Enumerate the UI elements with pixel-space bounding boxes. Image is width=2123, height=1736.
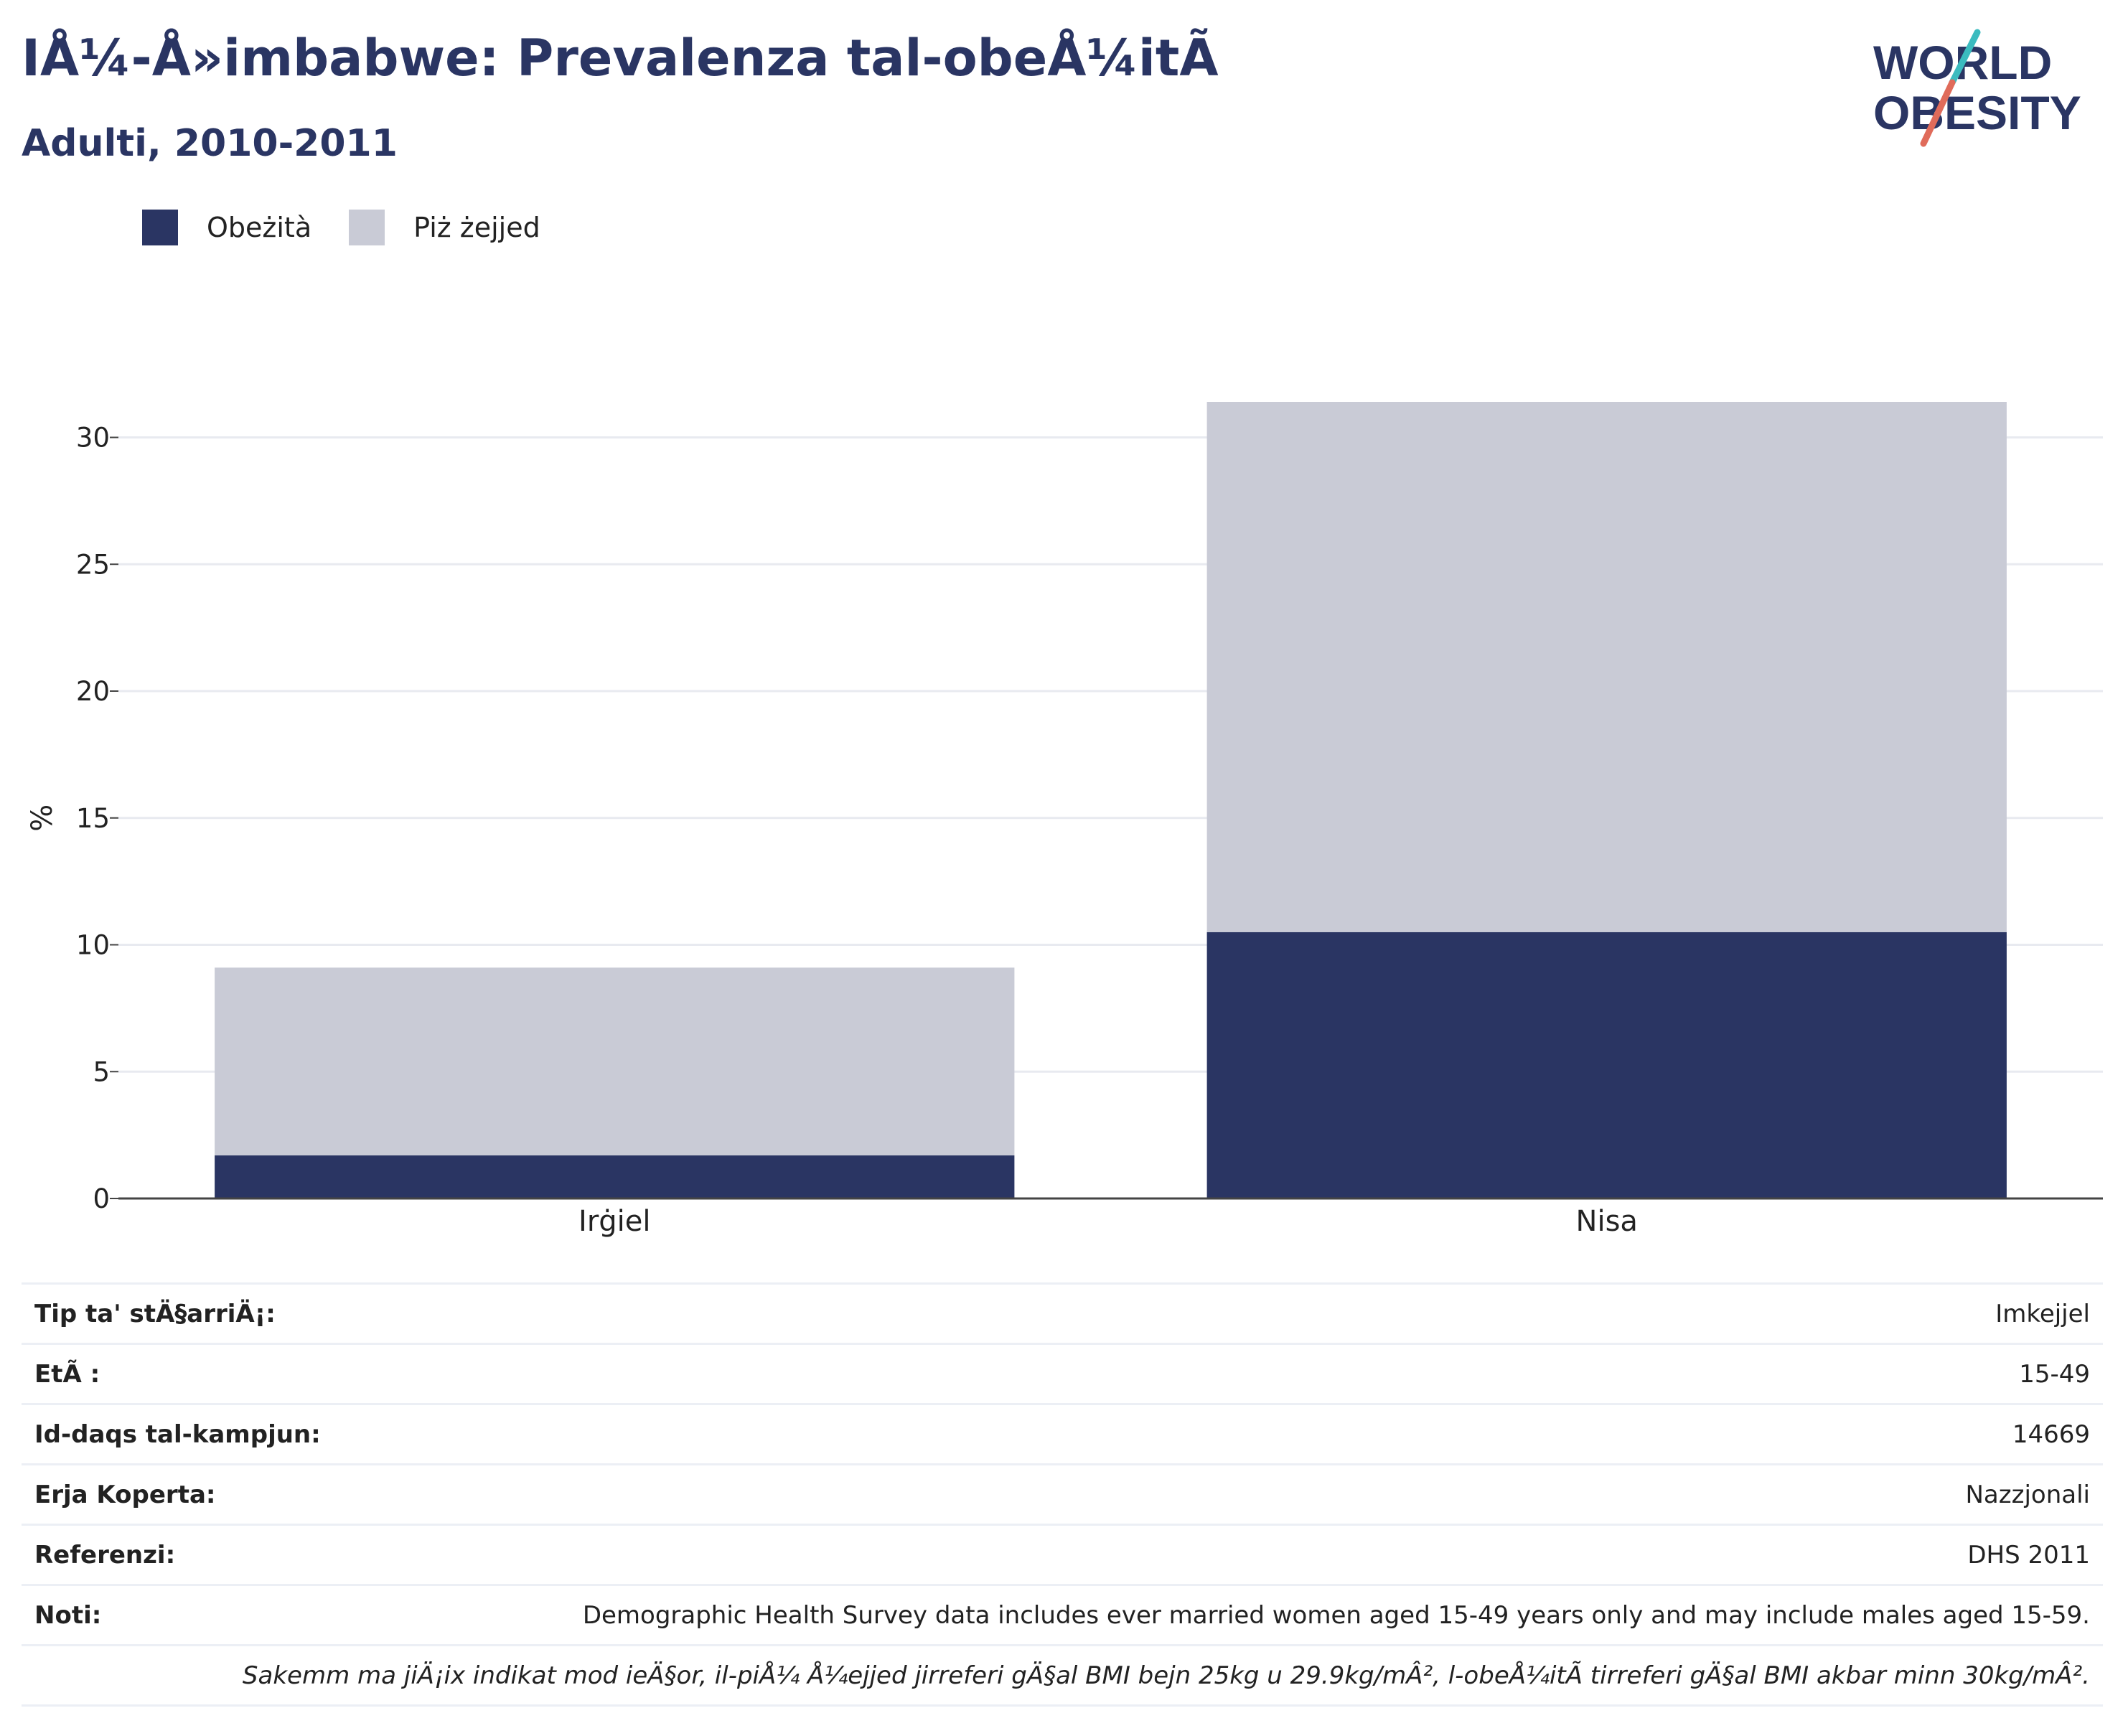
page-title: IÅ¼-Å»imbabwe: Prevalenza tal-obeÅ¼itÃ <box>22 29 1219 88</box>
info-label: Noti: <box>22 1585 374 1646</box>
info-value: Nazzjonali <box>373 1464 2103 1526</box>
y-tick-label: 10 <box>76 930 110 961</box>
info-row-survey-type: Tip ta' stÄ§arriÄ¡: Imkejjel <box>22 1282 2103 1345</box>
y-tick-label: 0 <box>93 1183 110 1214</box>
info-value: 14669 <box>373 1404 2103 1465</box>
info-value: Demographic Health Survey data includes … <box>373 1585 2103 1646</box>
x-tick-label: Nisa <box>1576 1205 1638 1238</box>
logo-line2: OBESITY <box>1873 86 2081 139</box>
legend-item-obesity[interactable]: Obeżità <box>142 210 311 245</box>
y-tick-label: 25 <box>76 549 110 580</box>
info-row-notes: Noti: Demographic Health Survey data inc… <box>22 1585 2103 1646</box>
world-obesity-logo: WORLD OBESITY <box>1873 29 2081 147</box>
info-row-sample-size: Id-daqs tal-kampjun: 14669 <box>22 1404 2103 1465</box>
legend-label-overweight: Piż żejjed <box>413 212 540 243</box>
info-table: Tip ta' stÄ§arriÄ¡: Imkejjel EtÃ : 15-49… <box>22 1282 2103 1707</box>
info-row-references: Referenzi: DHS 2011 <box>22 1524 2103 1586</box>
legend-swatch-obesity <box>142 210 178 245</box>
y-axis-label: % <box>26 804 59 832</box>
legend-label-obesity: Obeżità <box>207 212 312 243</box>
bar-overweight <box>1206 402 2007 932</box>
info-value: Imkejjel <box>373 1282 2103 1345</box>
legend-item-overweight[interactable]: Piż żejjed <box>349 210 540 245</box>
bar-obesity <box>1206 932 2007 1198</box>
info-label: Id-daqs tal-kampjun: <box>22 1404 374 1465</box>
page-subtitle: Adulti, 2010-2011 <box>22 122 398 165</box>
logo-slash-teal <box>1949 29 1981 86</box>
logo-slash-red <box>1920 79 1956 147</box>
bar-obesity <box>215 1155 1015 1198</box>
footnote: Sakemm ma jiÄ¡ix indikat mod ieÄ§or, il-… <box>22 1645 2103 1707</box>
bar-overweight <box>215 967 1015 1155</box>
info-value: 15-49 <box>373 1343 2103 1405</box>
info-row-footnote: Sakemm ma jiÄ¡ix indikat mod ieÄ§or, il-… <box>22 1645 2103 1707</box>
info-label: Referenzi: <box>22 1524 374 1586</box>
info-value: DHS 2011 <box>373 1524 2103 1586</box>
info-label: EtÃ : <box>22 1343 374 1405</box>
y-tick-label: 30 <box>76 423 110 454</box>
info-label: Tip ta' stÄ§arriÄ¡: <box>22 1282 374 1345</box>
y-tick-label: 20 <box>76 676 110 707</box>
info-row-area-covered: Erja Koperta: Nazzjonali <box>22 1464 2103 1526</box>
chart-legend: Obeżità Piż żejjed <box>142 210 578 245</box>
bar-chart: 0 5 10 15 20 25 30% Irġiel Nisa <box>26 402 2103 1238</box>
x-tick-label: Irġiel <box>578 1205 650 1238</box>
legend-swatch-overweight <box>349 210 385 245</box>
info-label: Erja Koperta: <box>22 1464 374 1526</box>
info-row-age: EtÃ : 15-49 <box>22 1343 2103 1405</box>
y-tick-label: 15 <box>76 803 110 834</box>
y-tick-label: 5 <box>93 1056 110 1087</box>
